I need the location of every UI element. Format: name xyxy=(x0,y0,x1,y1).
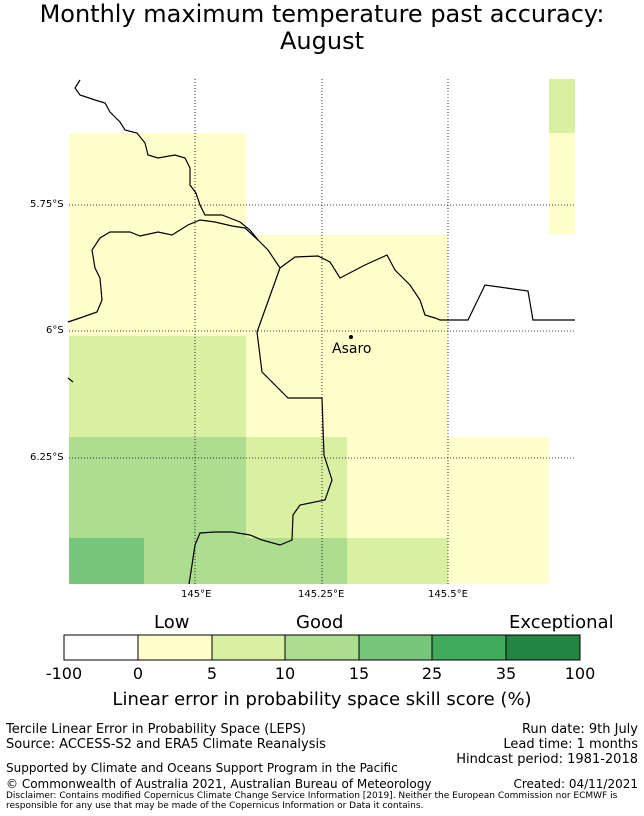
colorbar-segment xyxy=(285,635,359,660)
colorbar-segment xyxy=(359,635,432,660)
gridlines xyxy=(69,79,575,584)
cell xyxy=(549,79,575,133)
lon-label-3: 145.5°E xyxy=(428,589,468,600)
cell xyxy=(246,235,448,336)
lon-label-1: 145°E xyxy=(181,589,212,600)
colorbar-tick: 100 xyxy=(564,664,596,683)
footer-source: Source: ACCESS-S2 and ERA5 Climate Reana… xyxy=(6,737,326,752)
lon-label-2: 145.25°E xyxy=(298,589,345,600)
cell xyxy=(549,133,575,234)
lat-label-1: 5.75°S xyxy=(30,199,64,210)
colorbar-segment xyxy=(212,635,285,660)
footer-copyright: © Commonwealth of Australia 2021, Austra… xyxy=(6,777,432,791)
colorbar-label: Linear error in probability space skill … xyxy=(112,689,532,710)
place-label: Asaro xyxy=(332,341,372,357)
skill-cells xyxy=(69,79,575,584)
lat-label-3: 6.25°S xyxy=(30,452,64,463)
cell xyxy=(69,336,246,437)
colorbar-segment xyxy=(506,635,580,660)
footer-method: Tercile Linear Error in Probability Spac… xyxy=(6,722,306,737)
colorbar-tick: 25 xyxy=(421,664,443,683)
colorbar-category-low: Low xyxy=(154,612,190,633)
colorbar-segment xyxy=(138,635,212,660)
footer-created: Created: 04/11/2021 xyxy=(513,777,638,791)
footer-lead-time: Lead time: 1 months xyxy=(503,737,638,752)
colorbar-tick: 10 xyxy=(274,664,296,683)
cell xyxy=(69,437,246,538)
cell xyxy=(448,437,549,584)
lat-label-2: 6°S xyxy=(46,325,64,336)
colorbar-segment xyxy=(432,635,506,660)
coastline xyxy=(67,79,575,585)
colorbar-tick: 0 xyxy=(132,664,144,683)
title-line-1: Monthly maximum temperature past accurac… xyxy=(39,0,605,28)
cell xyxy=(144,538,347,584)
colorbar-tick: 15 xyxy=(348,664,370,683)
cell xyxy=(246,437,347,538)
cell xyxy=(347,437,448,538)
colorbar-tick: 35 xyxy=(495,664,517,683)
colorbar-segment xyxy=(64,635,138,660)
cell xyxy=(246,336,448,437)
asaro-marker xyxy=(349,335,353,339)
footer-hindcast: Hindcast period: 1981-2018 xyxy=(456,752,638,767)
cell xyxy=(69,538,144,584)
footer-support: Supported by Climate and Oceans Support … xyxy=(6,761,398,775)
cell xyxy=(69,133,246,336)
colorbar-category-good: Good xyxy=(296,612,344,633)
colorbar-category-exceptional: Exceptional xyxy=(509,612,614,633)
colorbar xyxy=(63,634,581,661)
footer-run-date: Run date: 9th July xyxy=(521,722,638,737)
title-line-2: August xyxy=(280,27,364,55)
colorbar-tick: 5 xyxy=(206,664,218,683)
cell xyxy=(347,538,448,584)
footer-disclaimer: Disclaimer: Contains modified Copernicus… xyxy=(6,791,618,811)
colorbar-tick: -100 xyxy=(45,664,83,683)
